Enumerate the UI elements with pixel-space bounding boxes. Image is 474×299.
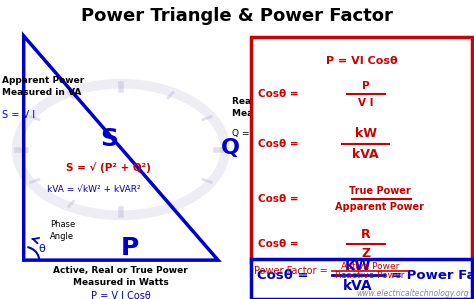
Text: S: S <box>100 127 118 151</box>
Text: S = √ (P² + Q²): S = √ (P² + Q²) <box>66 162 151 173</box>
Text: Apparent Power
Measured in VA: Apparent Power Measured in VA <box>2 76 85 97</box>
Text: Z: Z <box>361 247 370 260</box>
Text: www.electricaltechnology.org: www.electricaltechnology.org <box>356 289 469 298</box>
Text: Power Triangle & Power Factor: Power Triangle & Power Factor <box>81 7 393 25</box>
Text: P: P <box>121 236 139 260</box>
Text: Cosθ =: Cosθ = <box>258 239 299 249</box>
FancyBboxPatch shape <box>251 37 472 262</box>
Text: Power Factor =: Power Factor = <box>254 266 328 276</box>
Text: V I: V I <box>358 98 374 108</box>
Text: P = VI Cosθ: P = VI Cosθ <box>326 56 397 66</box>
Text: θ: θ <box>38 244 45 254</box>
Text: Cosθ =: Cosθ = <box>258 89 299 99</box>
Text: = Power Factor: = Power Factor <box>391 269 474 282</box>
Text: Active, Real or True Power
Measured in Watts: Active, Real or True Power Measured in W… <box>54 266 188 287</box>
Text: kVA: kVA <box>353 148 379 161</box>
Text: kVA: kVA <box>343 279 373 292</box>
Text: R: R <box>361 228 371 241</box>
Text: Phase
Angle: Phase Angle <box>50 220 75 241</box>
Text: Cosθ =: Cosθ = <box>258 194 299 204</box>
Text: Reactive Power: Reactive Power <box>335 271 404 280</box>
Text: Cosθ =: Cosθ = <box>257 269 309 282</box>
Text: S = V I: S = V I <box>2 110 36 120</box>
Text: Q: Q <box>220 138 239 158</box>
Text: Q = V I Sinθ: Q = V I Sinθ <box>232 129 287 138</box>
Text: Apparent Power: Apparent Power <box>336 202 424 212</box>
Text: kW: kW <box>345 258 371 273</box>
Text: Active Power: Active Power <box>340 262 399 271</box>
Text: True Power: True Power <box>349 186 411 196</box>
Text: Reactive Power
Measured in VAR: Reactive Power Measured in VAR <box>232 97 319 118</box>
Text: kVA = √kW² + kVAR²: kVA = √kW² + kVAR² <box>47 185 141 194</box>
Text: P: P <box>362 81 370 91</box>
FancyBboxPatch shape <box>251 259 472 299</box>
Text: kW: kW <box>355 126 377 140</box>
Text: P = V I Cosθ: P = V I Cosθ <box>91 291 151 299</box>
Text: Cosθ =: Cosθ = <box>258 138 299 149</box>
